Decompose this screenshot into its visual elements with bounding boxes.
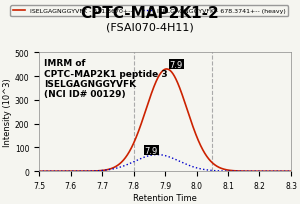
Y-axis label: Intensity (10^3): Intensity (10^3) <box>3 78 12 146</box>
X-axis label: Retention Time: Retention Time <box>133 193 197 202</box>
Legend: ISELGAGNGGYVFK - 671.3670+--, ISELGAGNGGYVFK - 678.3741+-- (heavy): ISELGAGNGGYVFK - 671.3670+--, ISELGAGNGG… <box>10 7 288 17</box>
Text: 7.9: 7.9 <box>170 60 183 69</box>
Text: 7.9: 7.9 <box>145 146 158 155</box>
Text: IMRM of
CPTC-MAP2K1 peptide 3
ISELGAGNGGYVFK
(NCI ID# 00129): IMRM of CPTC-MAP2K1 peptide 3 ISELGAGNGG… <box>44 59 168 99</box>
Text: CPTC-MAP2K1-2: CPTC-MAP2K1-2 <box>81 6 219 21</box>
Text: (FSAI070-4H11): (FSAI070-4H11) <box>106 22 194 32</box>
